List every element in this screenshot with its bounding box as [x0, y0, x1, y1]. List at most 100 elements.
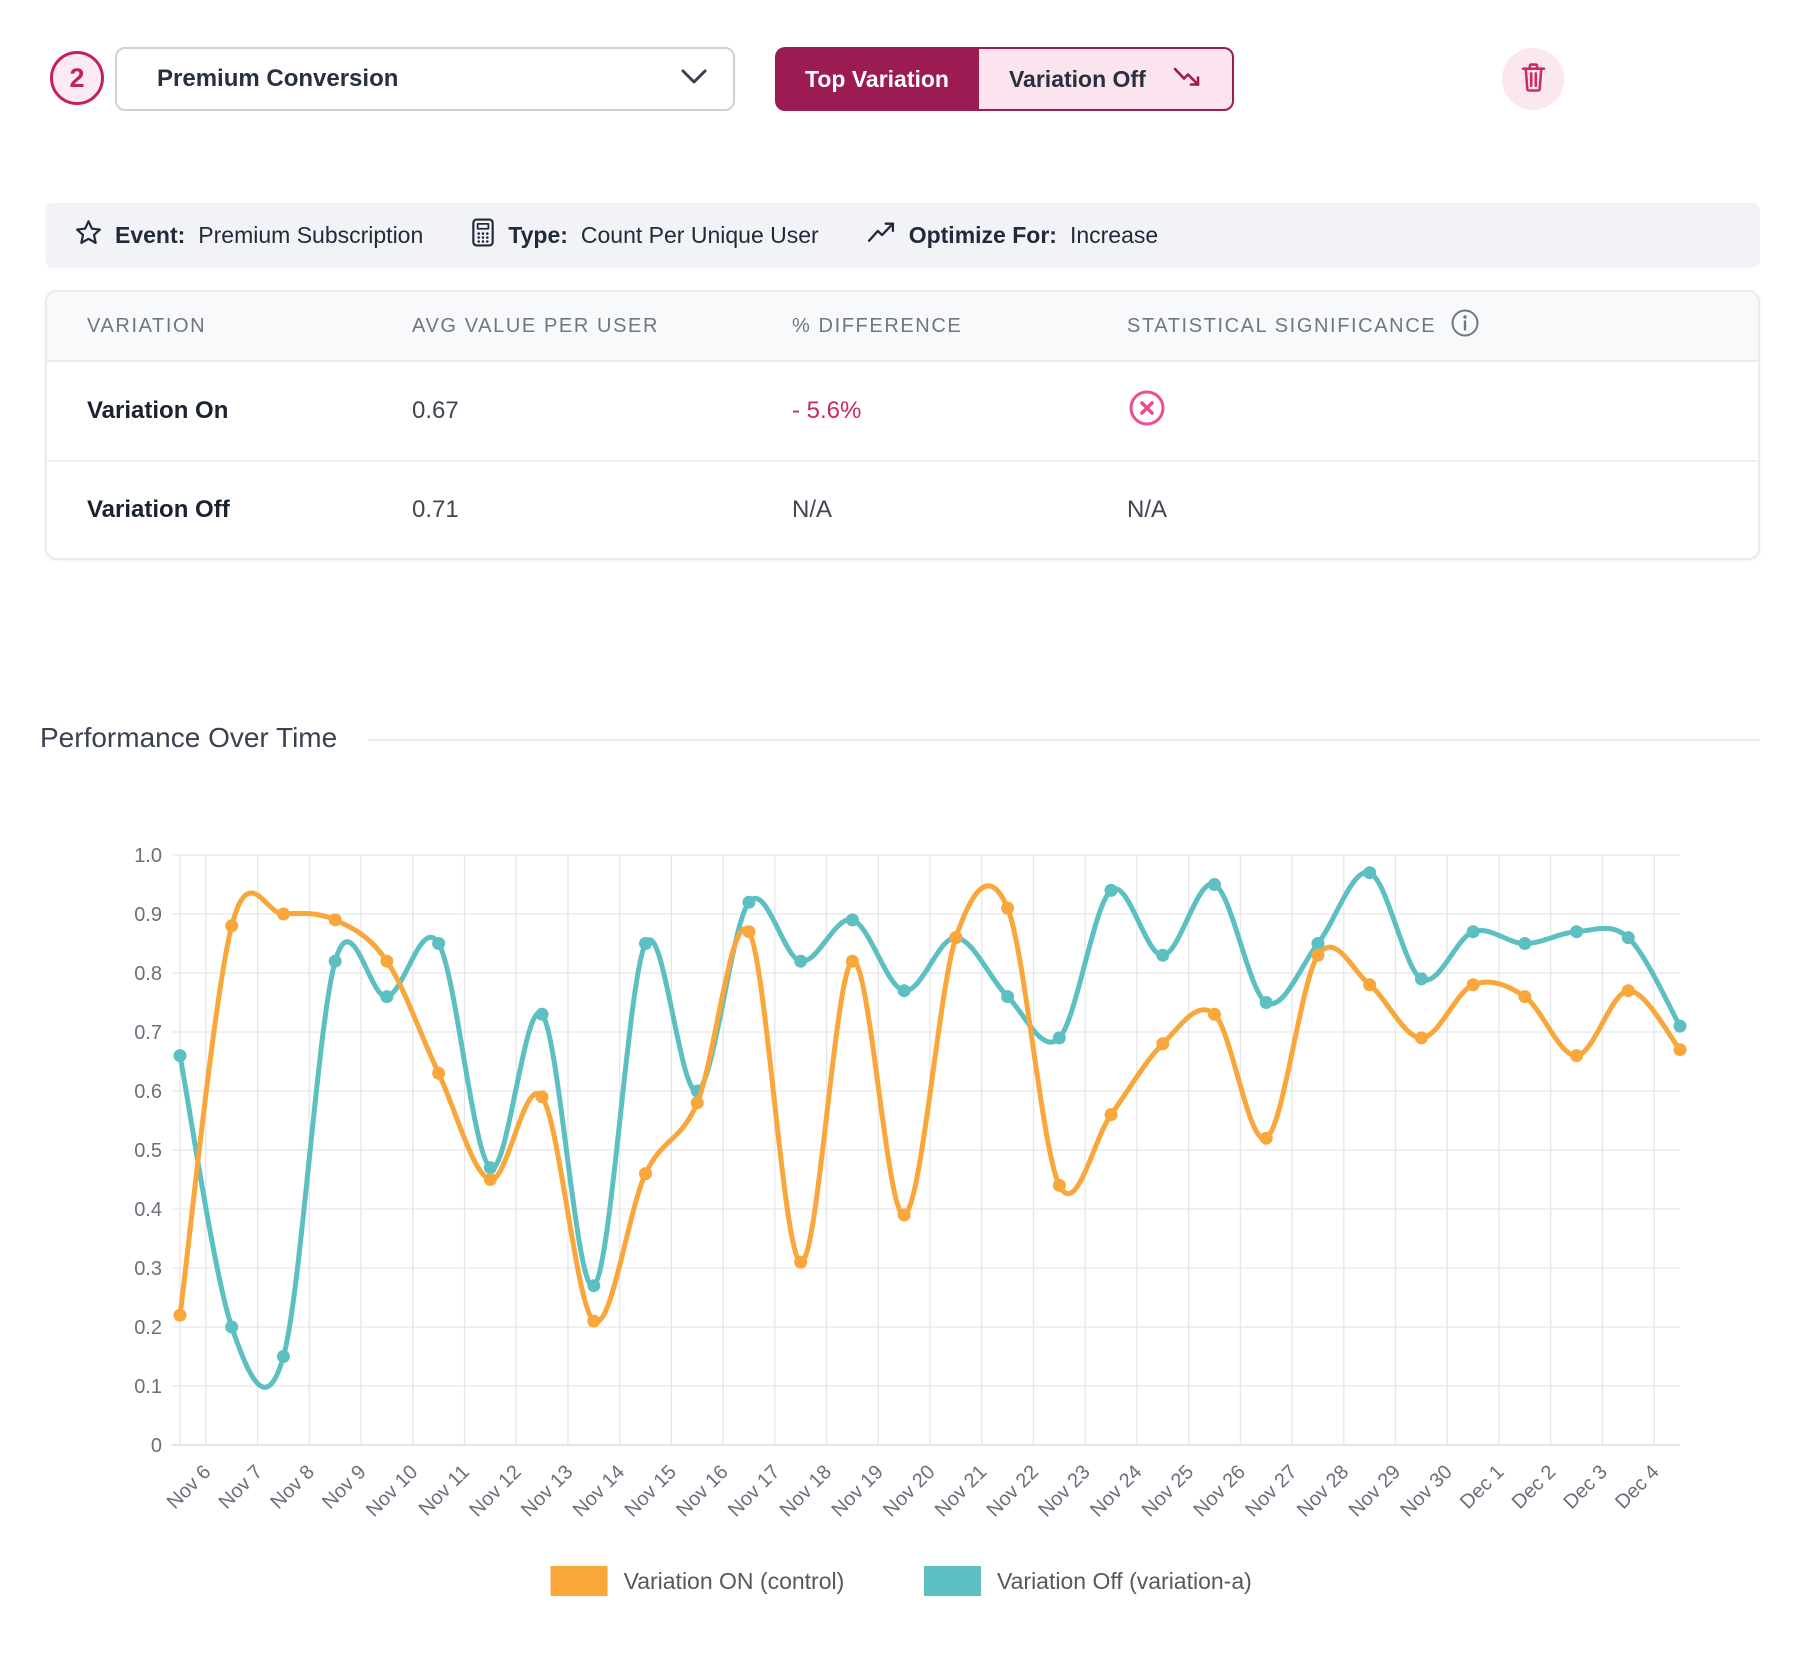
- data-point: [1105, 884, 1118, 897]
- x-tick-label: Nov 17: [724, 1461, 784, 1521]
- data-point: [484, 1161, 497, 1174]
- data-point: [742, 896, 755, 909]
- trending-up-icon: [867, 222, 896, 250]
- results-table: VARIATION AVG VALUE PER USER % DIFFERENC…: [45, 290, 1760, 560]
- data-point: [329, 913, 342, 926]
- data-point: [329, 955, 342, 968]
- data-point: [277, 908, 290, 921]
- x-tick-label: Nov 28: [1293, 1461, 1353, 1521]
- col-avg-value: AVG VALUE PER USER: [372, 315, 752, 338]
- x-tick-label: Nov 24: [1086, 1461, 1146, 1521]
- x-tick-label: Nov 30: [1396, 1461, 1456, 1521]
- data-point: [898, 1208, 911, 1221]
- optimize-label: Optimize For:: [909, 222, 1057, 249]
- data-point: [1053, 1179, 1066, 1192]
- legend-label: Variation Off (variation-a): [997, 1568, 1252, 1594]
- table-header-row: VARIATION AVG VALUE PER USER % DIFFERENC…: [47, 292, 1758, 362]
- data-point: [742, 925, 755, 938]
- table-row: Variation On 0.67 - 5.6%: [47, 362, 1758, 460]
- significance-cell: N/A: [1087, 496, 1758, 524]
- data-point: [846, 913, 859, 926]
- y-tick-label: 1.0: [134, 845, 162, 867]
- performance-chart: 00.10.20.30.40.50.60.70.80.91.0Nov 6Nov …: [100, 820, 1750, 1650]
- type-value: Count Per Unique User: [581, 222, 819, 249]
- y-tick-label: 0.1: [134, 1376, 162, 1398]
- x-tick-label: Nov 27: [1241, 1461, 1301, 1521]
- x-tick-label: Nov 25: [1138, 1461, 1198, 1521]
- top-variation-label[interactable]: Top Variation: [775, 47, 979, 111]
- significance-cell: [1087, 388, 1758, 435]
- x-tick-label: Nov 21: [931, 1461, 991, 1521]
- section-divider: [368, 739, 1760, 741]
- data-point: [1467, 925, 1480, 938]
- x-tick-label: Nov 16: [672, 1461, 732, 1521]
- x-tick-label: Nov 10: [362, 1461, 422, 1521]
- x-tick-label: Dec 1: [1456, 1461, 1509, 1514]
- x-tick-label: Nov 15: [621, 1461, 681, 1521]
- data-point: [536, 1090, 549, 1103]
- y-tick-label: 0.8: [134, 963, 162, 985]
- section-title: Performance Over Time: [40, 722, 337, 754]
- x-tick-label: Nov 18: [776, 1461, 836, 1521]
- data-point: [1415, 1031, 1428, 1044]
- x-tick-label: Nov 12: [465, 1461, 525, 1521]
- winner-variation-chip[interactable]: Variation Off: [979, 47, 1234, 111]
- trash-icon: [1520, 62, 1547, 96]
- experiment-results-panel: { "header": { "index_badge": "2", "metri…: [0, 0, 1806, 1656]
- data-point: [794, 955, 807, 968]
- metric-dropdown-value: Premium Conversion: [157, 65, 398, 93]
- trending-down-icon: [1172, 65, 1202, 93]
- metric-dropdown[interactable]: Premium Conversion: [115, 47, 735, 111]
- data-point: [174, 1309, 187, 1322]
- y-tick-label: 0.2: [134, 1317, 162, 1339]
- x-tick-label: Nov 7: [215, 1461, 268, 1514]
- variation-name: Variation On: [47, 397, 372, 425]
- top-variation-toggle: Top Variation Variation Off: [775, 47, 1234, 111]
- difference-value: N/A: [752, 496, 1087, 524]
- y-tick-label: 0.6: [134, 1081, 162, 1103]
- data-point: [1311, 949, 1324, 962]
- avg-value: 0.67: [372, 397, 752, 425]
- data-point: [1105, 1108, 1118, 1121]
- event-group: Event: Premium Subscription: [75, 219, 423, 252]
- legend-item-variation-off[interactable]: Variation Off (variation-a): [924, 1566, 1252, 1596]
- x-tick-label: Nov 14: [569, 1461, 629, 1521]
- data-point: [898, 984, 911, 997]
- performance-chart-svg: 00.10.20.30.40.50.60.70.80.91.0Nov 6Nov …: [100, 820, 1750, 1650]
- data-point: [949, 931, 962, 944]
- difference-value: - 5.6%: [752, 397, 1087, 425]
- not-significant-icon: [1127, 388, 1167, 435]
- optimize-group: Optimize For: Increase: [867, 222, 1158, 250]
- data-point: [1674, 1043, 1687, 1056]
- variation-name: Variation Off: [47, 496, 372, 524]
- x-tick-label: Nov 29: [1345, 1461, 1405, 1521]
- data-point: [1363, 978, 1376, 991]
- col-variation: VARIATION: [47, 315, 372, 338]
- experiment-index-badge: 2: [50, 51, 104, 105]
- chevron-down-icon: [681, 69, 707, 90]
- avg-value: 0.71: [372, 496, 752, 524]
- event-value: Premium Subscription: [198, 222, 423, 249]
- delete-metric-button[interactable]: [1502, 48, 1564, 110]
- data-point: [1570, 925, 1583, 938]
- info-icon[interactable]: [1450, 308, 1480, 344]
- col-difference: % DIFFERENCE: [752, 315, 1087, 338]
- data-point: [1518, 990, 1531, 1003]
- legend-item-variation-on[interactable]: Variation ON (control): [551, 1566, 845, 1596]
- x-tick-label: Nov 20: [879, 1461, 939, 1521]
- data-point: [484, 1173, 497, 1186]
- x-tick-label: Dec 2: [1508, 1461, 1561, 1514]
- x-tick-label: Nov 23: [1034, 1461, 1094, 1521]
- data-point: [1674, 1020, 1687, 1033]
- x-tick-label: Dec 3: [1559, 1461, 1612, 1514]
- x-tick-label: Nov 26: [1190, 1461, 1250, 1521]
- data-point: [1415, 972, 1428, 985]
- y-tick-label: 0.4: [134, 1199, 162, 1221]
- col-significance: STATISTICAL SIGNIFICANCE: [1087, 308, 1758, 344]
- data-point: [1570, 1049, 1583, 1062]
- data-point: [174, 1049, 187, 1062]
- legend-swatch: [551, 1566, 608, 1596]
- data-point: [225, 1321, 238, 1334]
- event-info-bar: Event: Premium Subscription Type: Count …: [45, 203, 1760, 268]
- data-point: [432, 1067, 445, 1080]
